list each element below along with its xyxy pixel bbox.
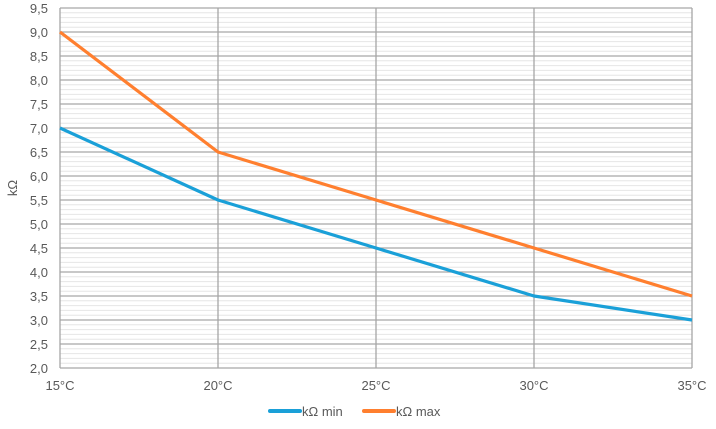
y-axis-title: kΩ <box>5 180 20 197</box>
y-tick-label: 2,0 <box>30 361 48 376</box>
y-tick-label: 5,0 <box>30 217 48 232</box>
y-tick-label: 4,5 <box>30 241 48 256</box>
y-tick-label: 9,0 <box>30 25 48 40</box>
y-tick-label: 9,5 <box>30 1 48 16</box>
series-lines <box>59 30 693 322</box>
y-tick-label: 5,5 <box>30 193 48 208</box>
y-tick-label: 6,0 <box>30 169 48 184</box>
legend-label: kΩ min <box>302 404 343 419</box>
y-tick-label: 8,0 <box>30 73 48 88</box>
x-axis-tick-labels: 15°C 20°C 25°C 30°C 35°C <box>45 378 706 393</box>
x-tick-label: 30°C <box>519 378 548 393</box>
x-tick-label: 25°C <box>361 378 390 393</box>
series-line-k-max <box>59 30 693 298</box>
y-tick-label: 8,5 <box>30 49 48 64</box>
x-tick-label: 15°C <box>45 378 74 393</box>
y-tick-label: 7,0 <box>30 121 48 136</box>
y-tick-label: 7,5 <box>30 97 48 112</box>
legend: kΩ min kΩ max <box>268 404 441 419</box>
x-tick-label: 35°C <box>677 378 706 393</box>
y-tick-label: 3,5 <box>30 289 48 304</box>
y-axis-tick-labels: 2,0 2,5 3,0 3,5 4,0 4,5 5,0 5,5 6,0 6,5 7,0 7,5 8,0 8… <box>30 1 48 376</box>
series-line-k-min <box>59 126 693 322</box>
legend-label: kΩ max <box>396 404 441 419</box>
y-tick-label: 2,5 <box>30 337 48 352</box>
y-tick-label: 6,5 <box>30 145 48 160</box>
y-tick-label: 4,0 <box>30 265 48 280</box>
major-gridlines <box>59 7 693 369</box>
x-tick-label: 20°C <box>203 378 232 393</box>
y-tick-label: 3,0 <box>30 313 48 328</box>
